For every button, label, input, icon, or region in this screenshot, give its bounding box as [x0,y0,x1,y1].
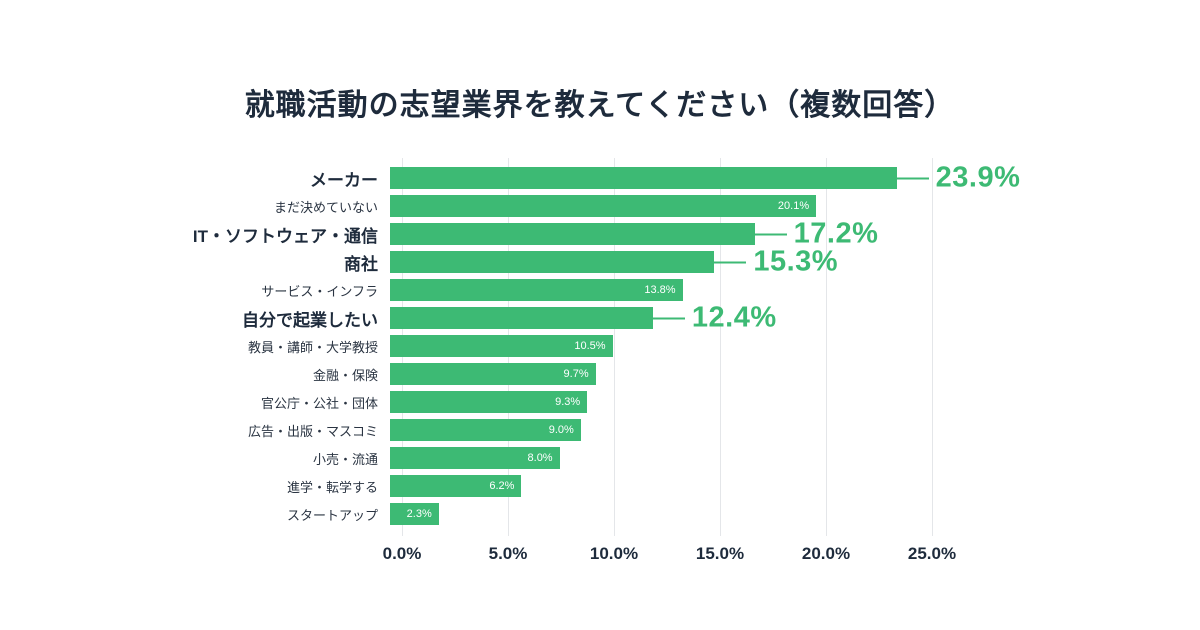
plot-cell: 6.2% [390,475,920,497]
bar [390,167,897,189]
x-tick-label: 5.0% [488,544,528,563]
category-label: まだ決めていない [273,199,378,215]
bar-rows: メーカー 23.9% まだ決めていない 20.1% IT・ソフトウェア・通信 17.2% 商… [0,163,1200,528]
plot-cell: 17.2% [390,219,920,248]
bar: 8.0% [390,447,560,469]
bar-row: 官公庁・公社・団体 9.3% [0,388,1200,416]
bar-value-label: 9.0% [548,424,574,436]
bar-chart: メーカー 23.9% まだ決めていない 20.1% IT・ソフトウェア・通信 17.2% 商… [0,158,1200,570]
category-label: 教員・講師・大学教授 [247,339,378,355]
bar-value-label: 9.3% [555,396,581,408]
plot-cell: 23.9% [390,163,1020,192]
bar [390,223,755,245]
bar-row: サービス・インフラ 13.8% [0,276,1200,304]
highlight-callout: 12.4% [652,301,777,334]
highlight-callout: 23.9% [896,161,1021,194]
highlight-value-label: 12.4% [691,301,777,334]
bar-value-label: 2.3% [406,508,432,520]
x-tick-label: 15.0% [695,544,745,563]
bar: 9.3% [390,391,588,413]
page-title: 就職活動の志望業界を教えてください（複数回答） [244,89,956,122]
bar: 6.2% [390,475,522,497]
category-label: スタートアップ [286,507,378,523]
bar-row: 自分で起業したい 12.4% [0,303,1200,332]
connector-line [896,177,929,179]
bar [390,251,715,273]
connector-line [754,233,787,235]
bar-row: まだ決めていない 20.1% [0,192,1200,220]
bar-value-label: 6.2% [489,480,515,492]
category-label: 進学・転学する [286,479,378,495]
plot-cell: 9.3% [390,391,920,413]
category-label: 商社 [344,254,378,274]
plot-cell: 9.0% [390,419,920,441]
category-label: 金融・保険 [312,367,378,383]
highlight-value-label: 23.9% [935,161,1021,194]
x-axis: 0.0% 5.0% 10.0% 15.0% 20.0% 25.0% [383,544,956,570]
x-tick-label: 20.0% [801,544,851,563]
highlight-value-label: 17.2% [793,217,879,250]
bar-row: 教員・講師・大学教授 10.5% [0,332,1200,360]
x-tick-label: 10.0% [589,544,639,563]
category-label: 広告・出版・マスコミ [247,423,378,439]
bar: 9.0% [390,419,581,441]
category-label: サービス・インフラ [261,283,378,299]
bar: 20.1% [390,195,817,217]
highlight-callout: 15.3% [714,245,839,278]
bar: 13.8% [390,279,683,301]
x-tick-label: 25.0% [907,544,957,563]
bar-value-label: 10.5% [574,340,606,352]
bar-row: IT・ソフトウェア・通信 17.2% [0,219,1200,248]
bar-row: スタートアップ 2.3% [0,500,1200,528]
bar-value-label: 13.8% [644,284,676,296]
plot-cell: 10.5% [390,335,920,357]
connector-line [714,261,747,263]
category-label: メーカー [310,170,378,190]
chart-body: メーカー 23.9% まだ決めていない 20.1% IT・ソフトウェア・通信 17.2% 商… [0,158,1200,536]
bar-row: 進学・転学する 6.2% [0,472,1200,500]
plot-cell: 13.8% [390,279,920,301]
bar-row: 金融・保険 9.7% [0,360,1200,388]
plot-cell: 20.1% [390,195,920,217]
bar: 10.5% [390,335,613,357]
plot-cell: 2.3% [390,503,920,525]
bar-value-label: 8.0% [527,452,553,464]
highlight-value-label: 15.3% [753,245,839,278]
category-label: IT・ソフトウェア・通信 [192,226,378,246]
survey-chart-page: 就職活動の志望業界を教えてください（複数回答） メーカー 23.9% まだ決めていな… [0,89,1200,570]
bar-value-label: 20.1% [777,200,810,212]
bar-row: 商社 15.3% [0,247,1200,276]
bar [390,307,653,329]
plot-cell: 12.4% [390,303,920,332]
bar-row: 広告・出版・マスコミ 9.0% [0,416,1200,444]
highlight-callout: 17.2% [754,217,879,250]
plot-cell: 8.0% [390,447,920,469]
category-label: 小売・流通 [312,451,378,467]
bar-row: メーカー 23.9% [0,163,1200,192]
x-tick-label: 0.0% [382,544,422,563]
bar-value-label: 9.7% [563,368,589,380]
bar: 2.3% [390,503,439,525]
category-label: 官公庁・公社・団体 [260,395,378,411]
plot-cell: 9.7% [390,363,920,385]
bar-row: 小売・流通 8.0% [0,444,1200,472]
plot-cell: 15.3% [390,247,920,276]
connector-line [652,317,685,319]
category-label: 自分で起業したい [242,310,378,330]
bar: 9.7% [390,363,596,385]
